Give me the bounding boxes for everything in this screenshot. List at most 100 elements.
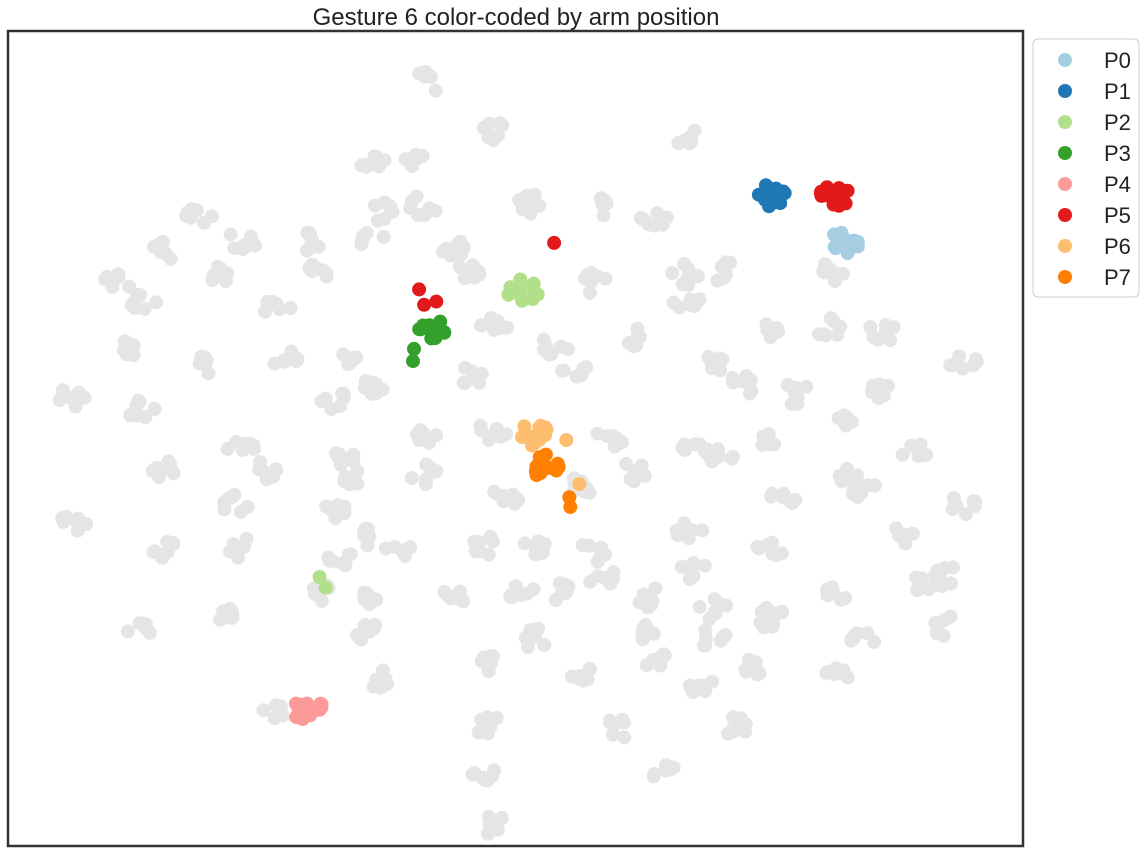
background-cluster (267, 344, 305, 371)
background-cluster (780, 377, 814, 411)
scatter-point (531, 621, 546, 636)
scatter-point (161, 454, 176, 469)
scatter-point (832, 181, 846, 196)
scatter-point (764, 489, 779, 504)
background-cluster (123, 393, 162, 424)
scatter-point-p2 (318, 580, 333, 595)
background-cluster (682, 674, 720, 700)
scatter-point-p3 (407, 341, 421, 356)
scatter-point (753, 615, 768, 630)
scatter-point (966, 494, 981, 509)
scatter-point (762, 436, 777, 451)
background-cluster (812, 311, 848, 343)
background-cluster (639, 647, 672, 673)
scatter-point (111, 267, 126, 282)
scatter-point (712, 351, 727, 366)
background-cluster (314, 386, 351, 417)
scatter-point (56, 514, 71, 529)
background-cluster (124, 287, 164, 316)
scatter-point (523, 206, 538, 221)
scatter-point (725, 449, 740, 464)
background-cluster (192, 349, 216, 381)
scatter-point (607, 717, 622, 732)
scatter-point (437, 325, 452, 340)
scatter-point-p5 (417, 297, 432, 312)
scatter-point (422, 435, 436, 450)
scatter-point (637, 213, 652, 228)
background-cluster (319, 498, 352, 526)
scatter-point (218, 605, 233, 620)
scatter-point (838, 418, 853, 433)
scatter-point (483, 816, 498, 831)
background-cluster (536, 332, 575, 362)
scatter-point (541, 460, 556, 475)
scatter-point (823, 262, 838, 277)
scatter-point-p6 (572, 477, 587, 492)
scatter-point (872, 388, 887, 403)
background-cluster (816, 257, 851, 289)
scatter-point (512, 192, 527, 207)
background-cluster (590, 426, 629, 454)
scatter-point (871, 332, 886, 347)
scatter-point (311, 239, 326, 254)
scatter-point (147, 401, 162, 416)
scatter-point (937, 612, 952, 627)
background-cluster (635, 617, 661, 647)
scatter-point (481, 130, 496, 144)
background-cluster (593, 191, 614, 223)
scatter-point (812, 327, 826, 342)
background-cluster (437, 584, 471, 609)
legend-label-p6: P6 (1104, 234, 1131, 259)
scatter-point (189, 203, 204, 218)
scatter-point (269, 463, 284, 478)
scatter-point (369, 377, 384, 392)
background-cluster (503, 579, 541, 605)
legend-label-p4: P4 (1104, 172, 1131, 197)
scatter-point (71, 385, 86, 400)
background-cluster (692, 592, 734, 626)
background-cluster (299, 225, 326, 258)
scatter-point (151, 237, 166, 252)
legend-label-p5: P5 (1104, 203, 1131, 228)
scatter-point-p5 (429, 294, 444, 309)
scatter-point (775, 489, 790, 504)
scatter-point (224, 490, 239, 505)
scatter-point (716, 270, 731, 285)
scatter-point (958, 507, 973, 522)
scatter-point (911, 449, 926, 464)
legend-marker-p6 (1058, 239, 1072, 253)
background-cluster (378, 540, 418, 563)
background-cluster (846, 477, 882, 504)
background-cluster (674, 556, 712, 587)
background-cluster (329, 446, 361, 472)
background-cluster (473, 311, 515, 337)
legend-marker-p3 (1058, 146, 1072, 160)
background-cluster (256, 698, 290, 726)
scatter-point (551, 460, 566, 474)
highlighted-points (289, 178, 865, 727)
scatter-point (665, 266, 680, 280)
background-cluster (701, 350, 730, 378)
scatter-point (648, 581, 663, 596)
background-cluster (354, 149, 392, 174)
background-cluster (517, 534, 552, 562)
scatter-point (635, 625, 650, 640)
scatter-point (338, 558, 353, 573)
scatter-point (354, 158, 369, 173)
background-cluster (481, 809, 509, 841)
series-cluster-p6 (515, 418, 554, 453)
legend-marker-p5 (1058, 208, 1072, 222)
scatter-point (828, 274, 842, 289)
scatter-point (289, 354, 304, 369)
background-cluster (844, 626, 882, 649)
scatter-point (507, 496, 522, 511)
background-cluster (321, 547, 358, 573)
scatter-point (324, 402, 339, 417)
background-cluster (759, 317, 785, 345)
scatter-point (149, 295, 164, 310)
scatter-point (482, 116, 497, 131)
series-cluster-p0 (827, 225, 865, 260)
background-cluster (55, 509, 94, 538)
background-cluster (720, 710, 753, 741)
scatter-point (240, 500, 255, 514)
